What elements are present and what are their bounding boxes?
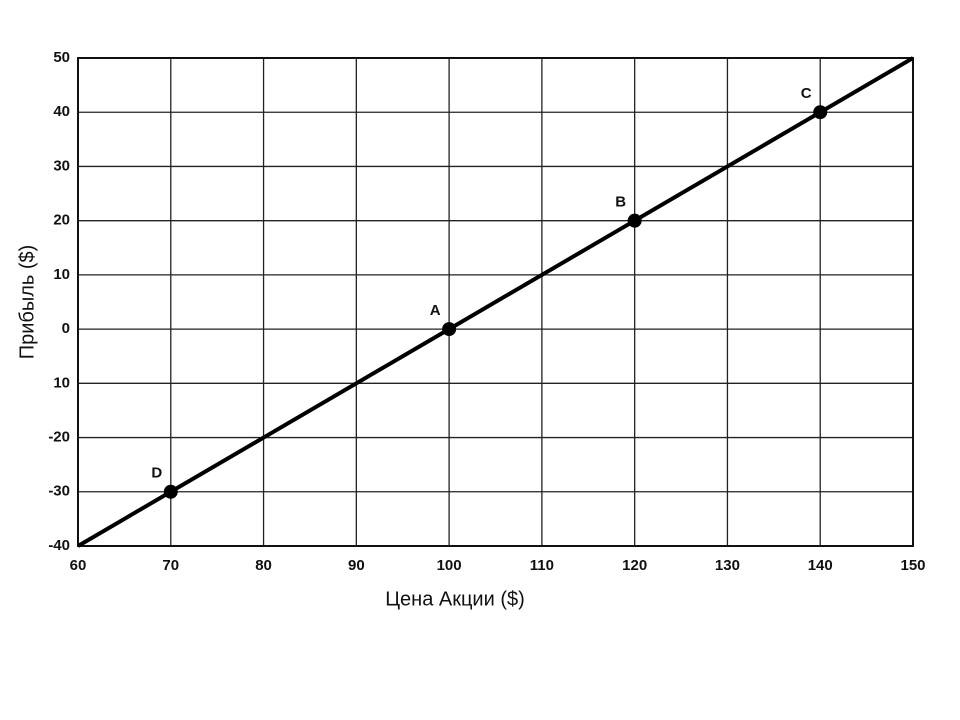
y-tick-label: 10 (53, 374, 70, 391)
plot-border (77, 57, 914, 547)
data-point (813, 105, 828, 120)
data-point (442, 322, 457, 337)
point-label: B (615, 194, 626, 211)
y-tick-label: 0 (62, 320, 70, 337)
x-tick-label: 110 (530, 557, 554, 574)
x-tick-label: 140 (808, 557, 833, 574)
data-point (627, 213, 642, 228)
x-tick-label: 150 (900, 557, 925, 574)
x-axis-title: Цена Акции ($) (385, 588, 525, 610)
point-label: C (801, 85, 812, 102)
x-tick-label: 60 (70, 557, 87, 574)
x-tick-label: 120 (622, 557, 647, 574)
x-tick-label: 90 (348, 557, 365, 574)
x-tick-label: 80 (255, 557, 272, 574)
point-label: D (151, 465, 162, 482)
y-tick-label: 40 (53, 103, 70, 120)
y-tick-label: 30 (53, 157, 70, 174)
y-axis-title: Прибыль ($) (16, 245, 38, 360)
data-point (163, 484, 178, 499)
point-label: A (430, 302, 441, 319)
data-line (76, 56, 915, 548)
y-tick-label: 20 (53, 212, 70, 229)
y-tick-label: -30 (48, 483, 70, 500)
x-tick-label: 70 (162, 557, 179, 574)
x-tick-label: 130 (715, 557, 740, 574)
y-tick-label: 50 (53, 49, 70, 66)
y-tick-label: -40 (48, 537, 70, 554)
y-tick-label: -20 (48, 429, 70, 446)
x-tick-label: 100 (437, 557, 462, 574)
y-tick-label: 10 (53, 266, 70, 283)
